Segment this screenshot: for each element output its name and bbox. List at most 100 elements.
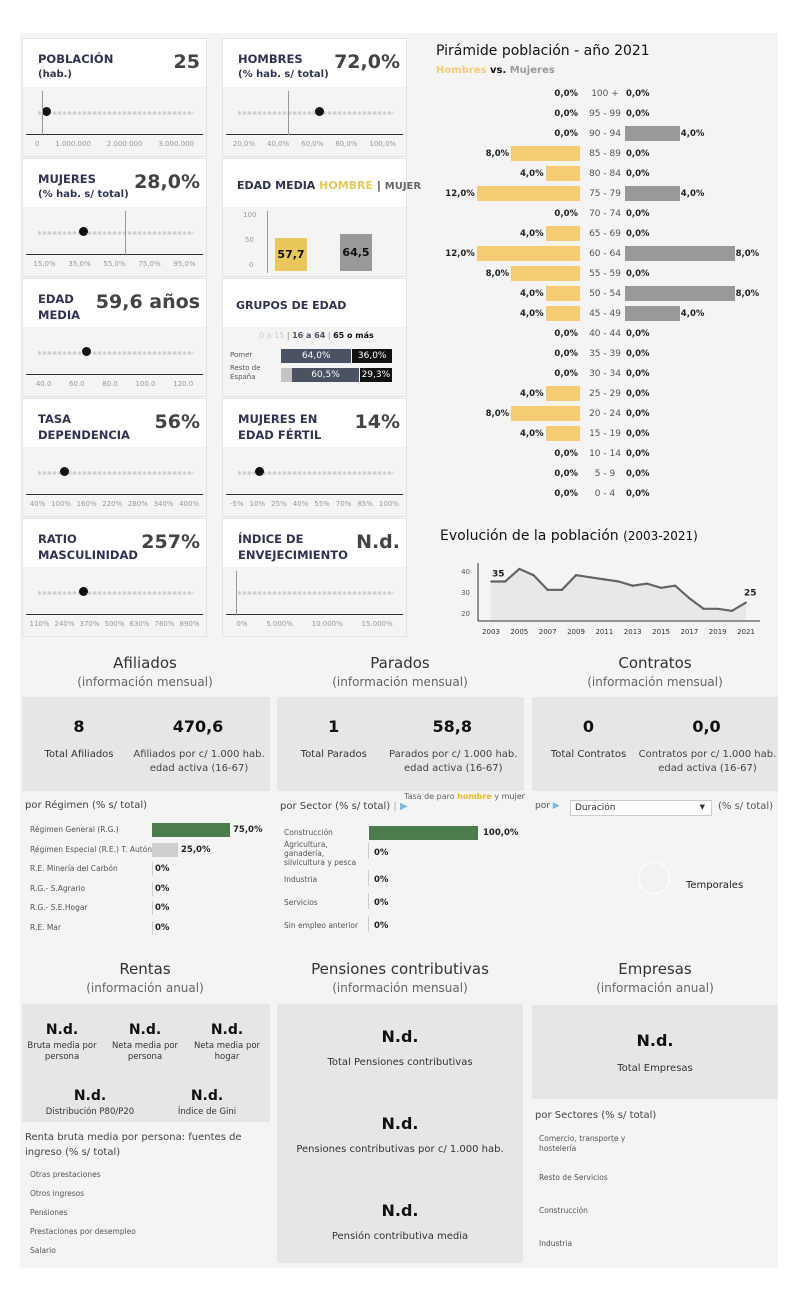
kpi-card: POBLACIÓN (hab.) 25 0 1.000.000 2.000.000 3.…: [22, 38, 207, 157]
tick-label: 80,0%: [335, 140, 358, 148]
sector-label: Sin empleo anterior: [284, 921, 359, 930]
kpi-card: HOMBRES (% hab. s/ total) 72,0% 20,0% 40,0…: [222, 38, 407, 157]
tick-label: 95,0%: [173, 260, 196, 268]
regimen-pct: 0%: [155, 903, 170, 913]
regimen-label: R.G.- S.E.Hogar: [30, 903, 88, 912]
pensiones-title: Pensiones contributivas: [311, 960, 489, 978]
tick-label: 500%: [104, 620, 125, 628]
chevron-down-icon: ▼: [699, 803, 705, 811]
kpi-title-line: TASA: [38, 412, 72, 426]
age-group-label: 5 - 9: [594, 469, 616, 479]
empresas-total-label: Total Empresas: [617, 1063, 693, 1074]
dimension-select[interactable]: Duración ▼: [570, 800, 712, 816]
age-group-label: 100 +: [591, 89, 619, 99]
legend-sep: |: [376, 179, 381, 192]
age-group-label: 85 - 89: [589, 149, 621, 159]
data-point: [617, 580, 620, 583]
hombres-pct-label: 4,0%: [520, 289, 544, 299]
data-point: [660, 587, 662, 589]
tasa-pre: Tasa de paro: [404, 792, 455, 801]
mujeres-pct-label: 0,0%: [626, 489, 650, 499]
rentas-breakdown-title: Renta bruta media por persona: fuentes d…: [25, 1132, 242, 1158]
area-fill: [491, 568, 747, 621]
mujeres-pct-label: 0,0%: [626, 329, 650, 339]
tick-label: 340%: [153, 500, 174, 508]
tick-label: 60,0%: [301, 140, 324, 148]
age-group-label: 90 - 94: [589, 129, 621, 139]
contratos-total-label: Total Contratos: [550, 749, 627, 760]
play-icon[interactable]: ▶: [552, 801, 560, 811]
rentas-subtitle: (información anual): [86, 981, 204, 995]
age-group-label: 35 - 39: [589, 349, 621, 359]
tick-label: 10.000%: [311, 620, 343, 628]
play-icon[interactable]: ▶: [399, 801, 408, 812]
sector-zero-line: [368, 843, 369, 859]
parados-kpi-box: [277, 697, 524, 791]
x-tick-label: 2007: [539, 628, 557, 636]
regimen-bar: [152, 823, 230, 837]
data-point: [745, 601, 747, 604]
tick-label: 0: [34, 140, 40, 148]
mujeres-pct-label: 4,0%: [680, 189, 705, 199]
kpi-value: 25: [173, 51, 200, 73]
regimen-zero-line: [152, 920, 153, 935]
municipality-marker: [79, 227, 88, 236]
afiliados-rate-label: Afiliados por c/ 1.000 hab. edad activa …: [133, 749, 265, 774]
bar-hombres: [545, 226, 580, 241]
regimen-zero-line: [152, 881, 153, 896]
x-tick-label: 2017: [680, 628, 698, 636]
age-group-label: 20 - 24: [589, 409, 621, 419]
rentas-kpi-value: N.d.: [45, 1022, 79, 1038]
municipality-marker: [41, 107, 51, 116]
bar-hombre-label: 57,7: [277, 247, 305, 261]
fuente-ingreso-label: Pensiones: [30, 1208, 68, 1217]
axis-ticks: 40.0 60.0 80.0 100.0 120.0: [27, 380, 202, 388]
rentas-kpi-label: Neta media por hogar: [193, 1041, 261, 1062]
regimen-label: R.G.- S.Agrario: [30, 883, 86, 893]
kpi-title-line: HOMBRES: [238, 52, 303, 66]
bar-hombres: [476, 246, 580, 261]
contratos-total: 0: [582, 717, 595, 736]
kpi-title-line: ÍNDICE DE: [238, 532, 304, 546]
tick-label: 15.000%: [361, 620, 393, 628]
segment-mid: 60,5%: [292, 368, 359, 382]
age-group-label: 40 - 44: [589, 329, 621, 339]
line-chart-title: Evolución de la población (2003-2021): [440, 528, 698, 544]
kpi-title: ÍNDICE DE ENVEJECIMIENTO: [238, 531, 348, 563]
y-tick: 50: [245, 236, 254, 244]
legend-sep: |: [327, 331, 331, 340]
empresa-sector-label: Resto de Servicios: [539, 1173, 608, 1182]
age-group-label: 60 - 64: [589, 249, 621, 259]
sector-zero-line: [368, 893, 369, 909]
legend-mujeres: Mujeres: [509, 65, 555, 76]
x-tick-label: 2019: [709, 628, 727, 636]
x-tick-label: 2015: [652, 628, 670, 636]
bar-hombres: [511, 146, 580, 161]
age-group-label: 25 - 29: [589, 389, 621, 399]
afiliados-title: Afiliados: [113, 654, 177, 672]
data-point: [603, 578, 606, 581]
rentas-kpi-label: Índice de Gini: [177, 1107, 237, 1117]
segment-young: [281, 368, 293, 382]
tick-label: 1.000.000: [55, 140, 91, 148]
pensiones-kpi-box: [277, 1004, 523, 1263]
parados-title: Parados: [370, 654, 430, 672]
mujeres-pct-label: 0,0%: [626, 389, 650, 399]
hombres-pct-label: 4,0%: [520, 229, 544, 239]
rentas-kpi-value: N.d.: [190, 1088, 224, 1104]
pie-label: Temporales: [686, 880, 744, 891]
contratos-title: Contratos: [618, 654, 692, 672]
municipality-marker: [82, 347, 91, 356]
mujeres-pct-label: 0,0%: [626, 169, 650, 179]
tick-label: 160%: [76, 500, 97, 508]
mujeres-pct-label: 0,0%: [626, 369, 650, 379]
bar-mujeres: [625, 186, 680, 201]
last-value-label: 25: [744, 589, 757, 599]
sector-pct: 0%: [374, 921, 389, 931]
tick-label: 120.0: [173, 380, 194, 388]
kpi-title-line: RATIO: [38, 532, 77, 546]
regimen-pct: 0%: [155, 864, 170, 874]
regimen-label: Régimen General (R.G.): [30, 825, 119, 834]
tasa-y: y: [494, 792, 500, 801]
segment-old: 29,3%: [359, 368, 392, 382]
